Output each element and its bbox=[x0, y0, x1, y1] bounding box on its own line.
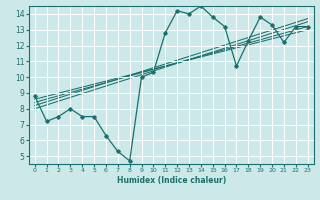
X-axis label: Humidex (Indice chaleur): Humidex (Indice chaleur) bbox=[116, 176, 226, 185]
